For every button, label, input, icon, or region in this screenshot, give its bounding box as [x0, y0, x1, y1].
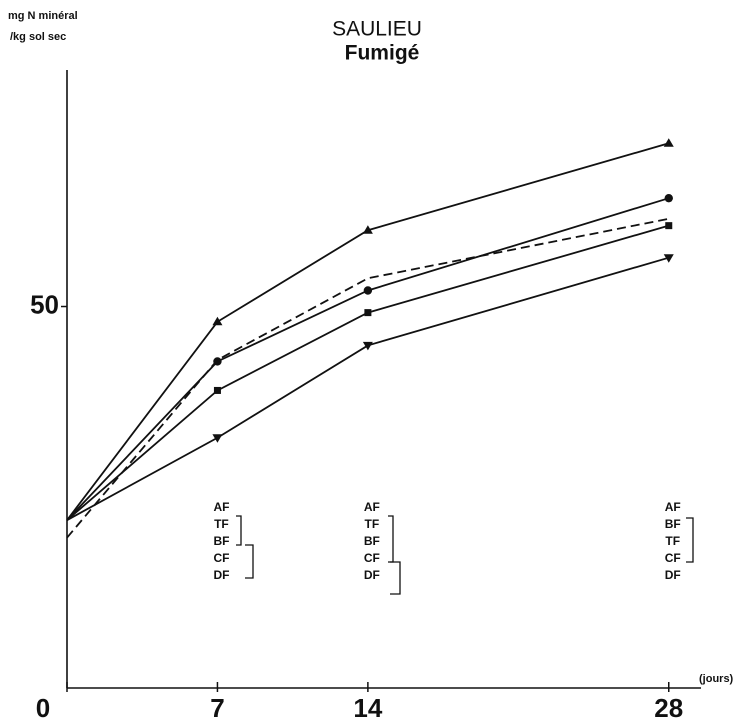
marker — [362, 341, 373, 351]
marker — [213, 386, 221, 394]
x-tick-label: 0 — [36, 693, 50, 723]
x-tick-label: 7 — [210, 693, 224, 723]
significance-letter: CF — [213, 551, 229, 565]
brackets — [236, 515, 694, 595]
significance-letter: DF — [213, 568, 229, 582]
y-axis-label: /kg sol sec — [10, 31, 66, 43]
series-line — [66, 197, 670, 521]
significance-letter: BF — [364, 534, 380, 548]
marker — [665, 222, 673, 230]
marker — [362, 225, 373, 234]
significance-letter: TF — [214, 517, 229, 531]
marker — [212, 316, 223, 326]
significance-letter: CF — [364, 551, 380, 565]
bracket — [390, 561, 401, 595]
significance-letter: AF — [364, 500, 380, 514]
bracket — [686, 517, 694, 563]
chart-title: SAULIEU — [332, 18, 422, 41]
marker — [663, 254, 674, 263]
significance-letter: AF — [665, 500, 681, 514]
bracket — [388, 515, 394, 563]
series-line — [66, 217, 669, 539]
series-line — [66, 224, 670, 521]
marker — [364, 309, 372, 317]
significance-letter: DF — [665, 568, 681, 582]
y-axis-label: mg N minéral — [8, 10, 78, 22]
series-line — [66, 142, 670, 521]
significance-letter: BF — [213, 534, 229, 548]
marker — [363, 286, 373, 295]
significance-letter: TF — [365, 517, 380, 531]
significance-letter: AF — [213, 500, 229, 514]
y-tick-label: 50 — [30, 289, 59, 319]
x-tick-label: 14 — [353, 693, 382, 723]
bracket — [245, 544, 254, 579]
series-line — [66, 256, 670, 521]
bracket — [236, 515, 242, 546]
marker — [212, 434, 223, 443]
marker — [663, 138, 674, 147]
significance-letter: BF — [665, 517, 681, 531]
significance-letter: DF — [364, 568, 380, 582]
x-axis-label: (jours) — [699, 673, 734, 685]
significance-letter: TF — [665, 534, 680, 548]
significance-letter: CF — [665, 551, 681, 565]
chart-subtitle: Fumigé — [345, 42, 420, 65]
marker — [664, 193, 673, 203]
x-tick-label: 28 — [654, 693, 683, 723]
